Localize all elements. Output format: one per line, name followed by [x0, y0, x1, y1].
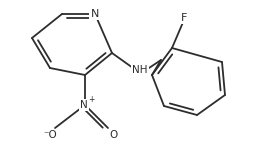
Text: O: O	[109, 130, 117, 140]
Text: NH: NH	[132, 65, 148, 75]
Text: F: F	[181, 13, 187, 23]
Text: N: N	[80, 100, 88, 110]
Text: +: +	[88, 95, 94, 105]
Text: ⁻O: ⁻O	[43, 130, 57, 140]
Text: N: N	[91, 9, 99, 19]
